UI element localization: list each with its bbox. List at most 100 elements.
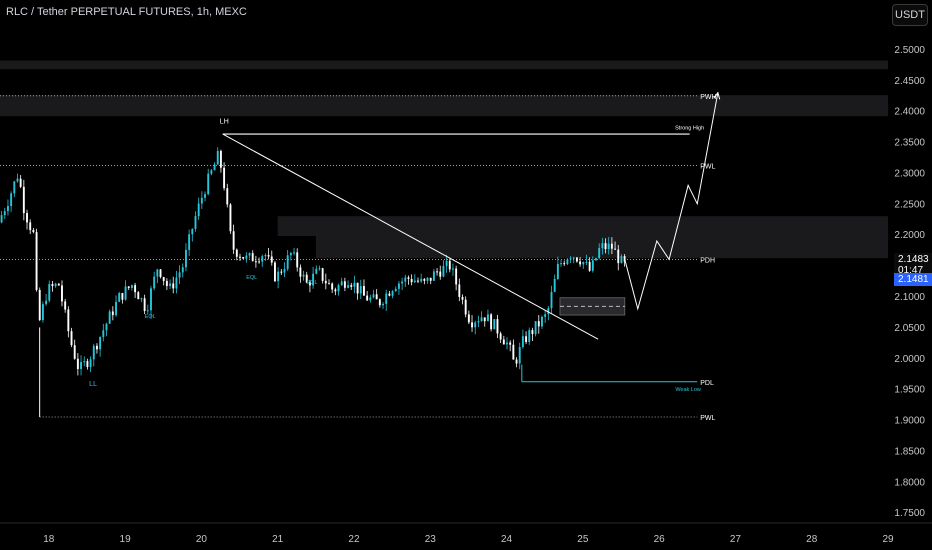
candle-body [455,268,458,285]
candle-body [461,296,464,300]
candle-body [57,283,60,286]
candle-body [572,257,575,259]
candle-body [413,280,416,283]
candle-body [48,284,51,301]
candle-body [490,314,493,330]
candle-body [607,243,610,250]
candle-body [73,345,76,359]
candle-body [86,361,89,367]
last-price: 2.1483 [898,254,929,266]
candle-body [509,342,512,345]
x-tick-label: 20 [196,534,208,545]
annotation-label: Strong High [675,126,704,132]
candle-body [45,300,48,305]
candle-body [515,359,518,364]
candle-body [13,181,16,194]
candle-body [232,231,235,250]
x-tick-label: 26 [654,534,666,545]
candle-body [397,283,400,289]
candle-body [219,150,222,168]
zone-band [0,95,888,117]
candle-body [289,252,292,256]
candle-body [299,267,302,277]
candle-body [486,314,489,322]
x-tick-label: 18 [43,534,55,545]
candle-body [3,211,6,216]
candle-body [439,271,442,277]
candle-body [51,284,54,287]
candle-body [105,323,108,331]
candle-body [83,361,86,363]
candle-body [140,298,143,300]
candle-body [423,278,426,281]
candle-body [407,277,410,279]
candle-body [420,278,423,282]
zone-band [0,60,888,70]
candle-body [480,317,483,322]
candle-body [258,261,261,263]
candle-body [401,281,404,284]
y-tick-label: 2.3500 [894,138,925,149]
candle-body [334,289,337,292]
candle-body [61,285,63,302]
annotation-label: Weak Low [675,387,701,393]
candle-body [382,303,384,306]
candle-body [620,256,623,264]
x-tick-label: 22 [348,534,360,545]
candle-body [162,277,165,281]
candle-body [525,336,528,342]
level-label: PWL [700,164,715,171]
candle-body [499,333,502,340]
candle-body [308,282,311,286]
candle-body [394,288,397,292]
projection-path [624,92,719,311]
zone-band [277,216,888,236]
candle-body [350,285,353,287]
candle-body [80,362,83,370]
y-tick-label: 2.5000 [894,45,925,56]
y-tick-label: 1.9500 [894,385,925,396]
annotation-label: EQL [145,314,156,320]
candle-body [267,255,270,257]
candle-body [226,188,229,205]
candle-body [22,186,25,214]
candle-body [550,291,553,309]
candle-body [127,286,130,289]
candle-body [239,256,241,258]
candle-body [521,336,524,348]
candle-body [591,260,594,271]
candle-body [566,259,569,265]
x-tick-label: 21 [272,534,284,545]
candle-body [544,314,547,317]
candle-body [614,248,617,250]
candle-countdown: 01:47 [898,265,924,277]
currency-button[interactable]: USDT [892,4,928,26]
candle-body [429,277,432,281]
candle-body [601,243,604,249]
candle-body [585,261,588,263]
y-tick-label: 2.3000 [894,168,925,179]
candle-body [445,260,448,266]
candle-body [353,282,356,287]
candle-body [286,255,289,270]
candle-body [471,322,473,328]
candle-body [16,178,19,182]
level-label: PWL [700,415,715,422]
candle-body [26,213,28,223]
candle-body [296,252,299,268]
candle-body [477,321,480,323]
candle-body [464,299,467,315]
candle-body [372,294,375,298]
candle-body [531,330,534,335]
candle-body [404,277,407,282]
x-tick-label: 24 [501,534,513,545]
candle-body [493,319,496,330]
candle-body [64,301,67,310]
candle-body [534,321,537,335]
candle-body [146,310,149,312]
candle-body [340,281,343,286]
candle-body [388,293,391,296]
candle-body [347,285,350,288]
candle-body [29,222,32,231]
